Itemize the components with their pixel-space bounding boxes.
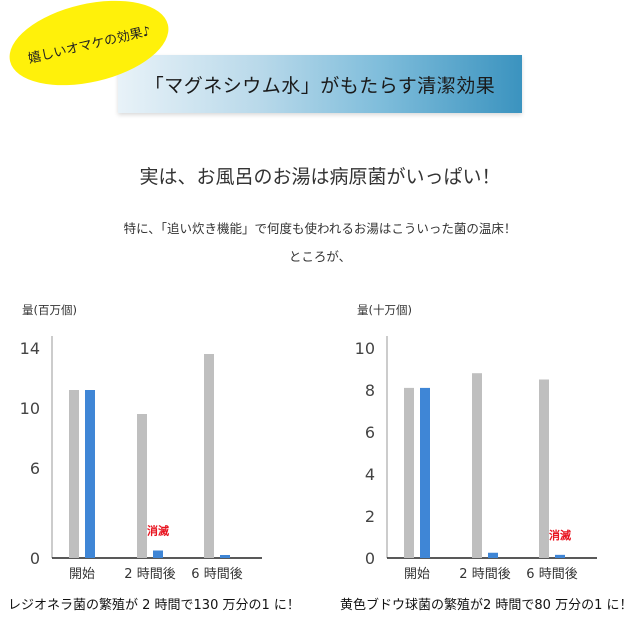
annotation-label: 消滅	[549, 528, 571, 542]
y-tick-label: 14	[20, 339, 40, 358]
x-tick-label: 2 時間後	[459, 567, 510, 582]
headline: 実は、お風呂のお湯は病原菌がいっぱい！	[139, 166, 501, 188]
banner-title: 「マグネシウム水」がもたらす清潔効果	[144, 74, 496, 97]
staph-chart-svg: 量(十万個) 0 2 4 6 8 10 開始 2 時間後 6 時間後 消滅	[355, 303, 597, 582]
bar-blue	[85, 390, 95, 558]
legionella-chart: 量(百万個) 0 6 10 14 開始 2 時間後 6 時間後 消滅	[10, 300, 310, 590]
bar-blue	[420, 387, 430, 558]
y-tick-label: 0	[30, 549, 40, 568]
bonus-badge-text: 嬉しいオマケの効果♪	[26, 23, 153, 67]
y-tick-label: 2	[365, 507, 375, 526]
staph-chart: 量(十万個) 0 2 4 6 8 10 開始 2 時間後 6 時間後 消滅	[345, 300, 640, 590]
subtext-line-1: 特に、「追い炊き機能」で何度も使われるお湯はこういった菌の温床！	[123, 221, 517, 236]
x-tick-label: 2 時間後	[124, 567, 175, 582]
bar-blue	[220, 555, 230, 558]
bar-gray	[404, 387, 414, 558]
bar-gray	[137, 414, 147, 558]
bar-gray	[204, 354, 214, 558]
title-banner: 「マグネシウム水」がもたらす清潔効果	[118, 55, 522, 113]
staph-caption: 黄色ブドウ球菌の繁殖が2 時間で80 万分の1 に！	[340, 598, 633, 613]
y-tick-label: 10	[20, 399, 40, 418]
bar-blue	[555, 554, 565, 558]
x-tick-label: 開始	[69, 567, 95, 582]
bar-blue	[153, 550, 163, 558]
x-tick-label: 6 時間後	[526, 567, 577, 582]
x-tick-label: 6 時間後	[191, 567, 242, 582]
bar-gray	[539, 379, 549, 558]
y-tick-label: 6	[365, 423, 375, 442]
y-tick-label: 6	[30, 459, 40, 478]
y-tick-label: 4	[365, 465, 375, 484]
x-tick-label: 開始	[404, 567, 430, 582]
y-tick-label: 10	[355, 339, 375, 358]
y-axis-label: 量(十万個)	[357, 303, 412, 317]
subtext-line-2: ところが、	[288, 249, 352, 264]
legionella-chart-svg: 量(百万個) 0 6 10 14 開始 2 時間後 6 時間後 消滅	[20, 303, 262, 582]
bar-blue	[488, 552, 498, 558]
bar-gray	[472, 373, 482, 558]
y-axis-label: 量(百万個)	[22, 303, 77, 317]
legionella-caption: レジオネラ菌の繁殖が 2 時間で130 万分の1 に！	[8, 598, 300, 613]
y-tick-label: 8	[365, 381, 375, 400]
annotation-label: 消滅	[147, 524, 169, 538]
y-tick-label: 0	[365, 549, 375, 568]
bar-gray	[69, 390, 79, 558]
